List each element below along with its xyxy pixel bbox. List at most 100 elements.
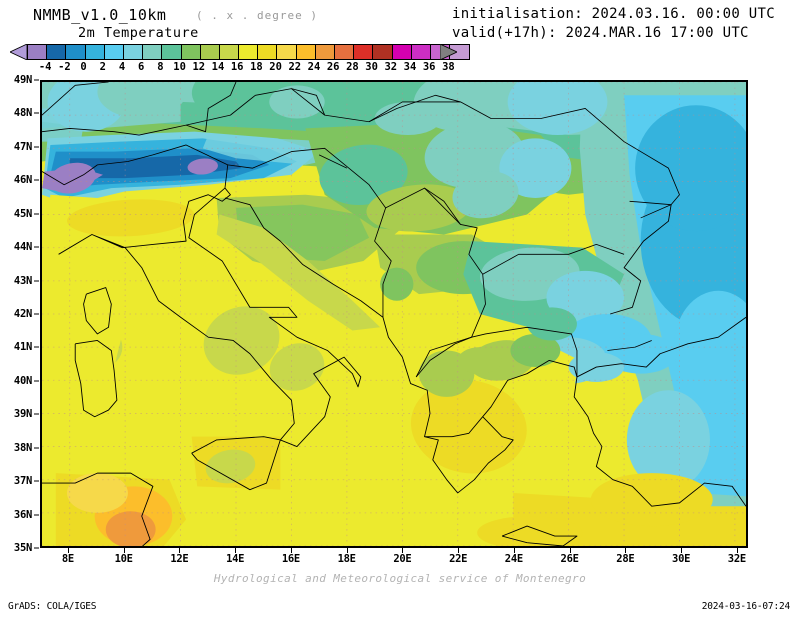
temperature-colorbar: -4 -2 0 2 4 6 8 10 12 14 16 18 20 22 24 26 28 30 32 34 36 38: [10, 44, 471, 73]
lat-tick-35N: [34, 547, 39, 549]
colorbar-cell-10: [219, 45, 240, 59]
map-outline: [482, 316, 746, 418]
initialisation-time: initialisation: 2024.03.16. 00:00 UTC: [452, 6, 775, 22]
lon-tick-18E: [346, 548, 348, 553]
temp-contour-band: [424, 121, 525, 189]
lon-tick-10E: [123, 548, 125, 553]
temp-contour-band: [452, 171, 519, 219]
colorbar-tick-16: 16: [230, 61, 244, 73]
temp-contour-band: [203, 306, 280, 375]
chart-header: NMMB_v1.0_10km ( . x . degree ) 2m Tempe…: [0, 0, 800, 41]
lat-tick-48N: [34, 112, 39, 114]
colorbar-cell-12: [258, 45, 278, 59]
lat-tick-41N: [34, 346, 39, 348]
map-outline: [501, 525, 578, 546]
temp-contour-band: [49, 162, 96, 194]
colorbar-tick-30: 30: [365, 61, 378, 73]
temp-contour-band: [507, 82, 608, 136]
map-gridlines: [42, 82, 746, 546]
colorbar-cell-14: [296, 45, 316, 59]
field-title: 2m Temperature: [78, 25, 199, 41]
lon-label-16E: 16E: [281, 553, 300, 565]
map-outline: [573, 376, 746, 507]
colorbar-under-arrow-icon: [10, 44, 27, 60]
map-plot-area[interactable]: [40, 80, 748, 548]
colorbar-tick-18: 18: [250, 61, 263, 73]
temp-contour-band: [510, 333, 561, 368]
map-outline: [374, 207, 392, 318]
map-outline: [415, 336, 472, 378]
valid-time: valid(+17h): 2024.MAR.16 17:00 UTC: [452, 25, 749, 41]
colorbar-tick-20: 20: [269, 61, 282, 73]
lat-label-38N: 38N: [13, 441, 32, 454]
lat-label-44N: 44N: [13, 241, 32, 254]
colorbar-tick-28: 28: [346, 61, 359, 73]
map-outline: [42, 82, 109, 116]
map-outline: [482, 243, 625, 275]
colorbar-tick-32: 32: [384, 61, 398, 73]
lon-label-24E: 24E: [504, 553, 523, 565]
lon-tick-14E: [235, 548, 237, 553]
colorbar-cell-18: [373, 45, 393, 59]
colorbar-tick-26: 26: [326, 61, 340, 73]
colorbar-tick-34: 34: [403, 61, 417, 73]
lon-label-26E: 26E: [560, 553, 579, 565]
temp-contour-band: [413, 82, 536, 133]
lat-label-49N: 49N: [13, 74, 32, 86]
colorbar-tick-4: 4: [118, 61, 126, 73]
lat-label-41N: 41N: [13, 341, 32, 354]
colorbar-swatches: [27, 44, 471, 60]
lon-tick-22E: [458, 548, 460, 553]
colorbar-tick-6: 6: [138, 61, 145, 73]
colorbar-tick-22: 22: [288, 61, 302, 73]
colorbar-cell-5: [123, 45, 144, 59]
colorbar-cell-0: [28, 45, 48, 59]
lon-label-20E: 20E: [393, 553, 412, 565]
temp-contour-band: [374, 101, 442, 136]
temp-contour-band: [66, 473, 128, 513]
colorbar-tick-0: 0: [80, 61, 87, 73]
lat-tick-39N: [34, 413, 39, 415]
temp-contour-band: [635, 105, 746, 232]
temp-contour-band: [457, 347, 503, 374]
grads-tag: GrADS: COLA/IGES: [8, 601, 97, 612]
temp-contour-band: [477, 516, 583, 546]
colorbar-tick-8: 8: [157, 61, 164, 73]
map-outline: [368, 94, 461, 123]
colorbar-cell-11: [239, 45, 259, 59]
lon-label-32E: 32E: [727, 553, 746, 565]
temp-contour-band: [187, 158, 218, 175]
lat-tick-37N: [34, 480, 39, 482]
lon-label-10E: 10E: [114, 553, 133, 565]
lon-tick-28E: [625, 548, 627, 553]
colorbar-cell-3: [85, 45, 105, 59]
temperature-field: [42, 82, 746, 546]
temp-contour-band: [42, 260, 98, 394]
lat-tick-38N: [34, 447, 39, 449]
lat-tick-47N: [34, 146, 39, 148]
colorbar-cell-15: [315, 45, 335, 59]
colorbar-cell-4: [104, 45, 124, 59]
model-units-label: ( . x . degree ): [196, 9, 318, 22]
lon-label-18E: 18E: [337, 553, 356, 565]
colorbar-tick-labels: -4 -2 0 2 4 6 8 10 12 14 16 18 20 22 24 26 28 30 32 34 36 38: [27, 61, 455, 74]
lon-label-30E: 30E: [672, 553, 691, 565]
temp-contour-band: [626, 390, 710, 490]
model-title: NMMB_v1.0_10km: [33, 6, 167, 24]
map-outline: [424, 413, 514, 494]
lon-label-28E: 28E: [616, 553, 635, 565]
lon-label-14E: 14E: [226, 553, 245, 565]
lat-label-37N: 37N: [13, 475, 32, 488]
lon-label-22E: 22E: [449, 553, 468, 565]
temp-contour-band: [205, 449, 256, 484]
map-outline: [83, 287, 112, 335]
map-outline: [74, 340, 118, 418]
lat-label-36N: 36N: [13, 508, 32, 521]
generation-stamp: 2024-03-16-07:24: [701, 601, 791, 612]
lat-label-39N: 39N: [13, 408, 32, 421]
lat-tick-45N: [34, 213, 39, 215]
lat-label-42N: 42N: [13, 308, 32, 320]
lat-tick-44N: [34, 246, 39, 248]
colorbar-cell-6: [143, 45, 163, 59]
lat-label-48N: 48N: [13, 107, 32, 120]
